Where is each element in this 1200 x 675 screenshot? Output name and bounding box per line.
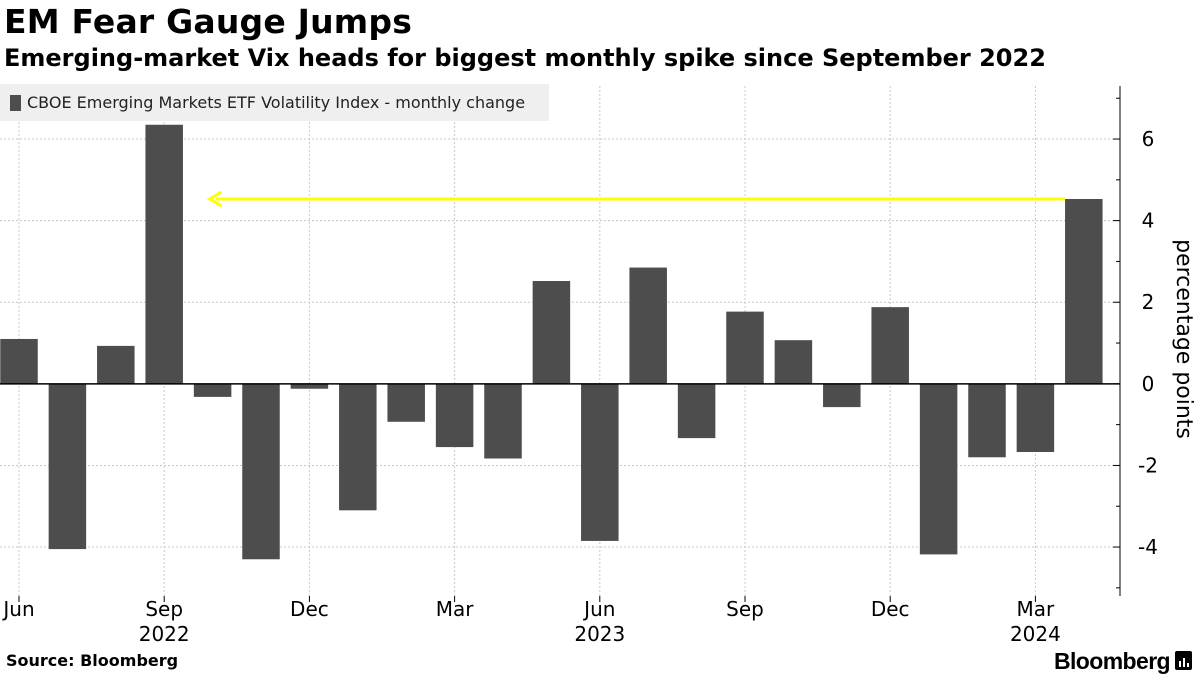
bar [242, 383, 280, 560]
bar [581, 383, 619, 541]
x-year-label: 2024 [1010, 622, 1061, 646]
y-tick-label: 2 [1142, 290, 1155, 314]
bar [871, 307, 909, 384]
bar [629, 267, 667, 384]
x-tick-label: Dec [290, 597, 329, 621]
bar [1016, 383, 1055, 452]
bar [48, 383, 87, 550]
bar [339, 383, 377, 511]
bar [193, 383, 232, 397]
y-axis-label: percentage points [1171, 239, 1196, 439]
bar [726, 311, 764, 384]
x-year-label: 2023 [574, 622, 625, 646]
x-tick-label: Jun [1, 597, 34, 621]
chart-title: EM Fear Gauge Jumps [4, 2, 413, 41]
bar [484, 383, 522, 459]
y-tick-label: 6 [1142, 127, 1155, 151]
legend-swatch [10, 94, 21, 111]
bar [919, 383, 958, 555]
bar [677, 383, 716, 439]
x-tick-label: Mar [1017, 597, 1056, 621]
x-year-label: 2022 [139, 622, 190, 646]
source-note: Source: Bloomberg [6, 651, 179, 670]
x-tick-label: Jun [582, 597, 615, 621]
y-axis: 6 4 2 0 -2 -4 [0, 86, 1158, 596]
y-tick-label: -2 [1138, 453, 1158, 477]
x-tick-label: Mar [436, 597, 475, 621]
bar [968, 383, 1006, 458]
bar [435, 383, 474, 448]
bar [145, 124, 183, 384]
x-tick-label: Dec [871, 597, 910, 621]
bar [532, 281, 571, 384]
x-tick-label: Sep [726, 597, 764, 621]
brand-logo: Bloomberg [1054, 648, 1171, 674]
bar [387, 383, 425, 422]
legend: CBOE Emerging Markets ETF Volatility Ind… [0, 84, 549, 121]
bar [290, 383, 329, 389]
y-tick-label: -4 [1138, 535, 1158, 559]
annotation-arrow-head [206, 190, 223, 208]
x-tick-label: Sep [145, 597, 183, 621]
legend-label: CBOE Emerging Markets ETF Volatility Ind… [27, 93, 526, 112]
bar [774, 340, 813, 384]
bars [0, 124, 1103, 560]
chart-subtitle: Emerging-market Vix heads for biggest mo… [4, 44, 1046, 72]
bar [0, 338, 38, 384]
bar [97, 345, 135, 384]
bar [823, 383, 861, 408]
y-tick-label: 0 [1142, 372, 1155, 396]
annotation [206, 190, 1066, 208]
y-tick-label: 4 [1142, 209, 1155, 233]
bar-chart-icon [1175, 651, 1192, 670]
bar [1065, 199, 1103, 384]
